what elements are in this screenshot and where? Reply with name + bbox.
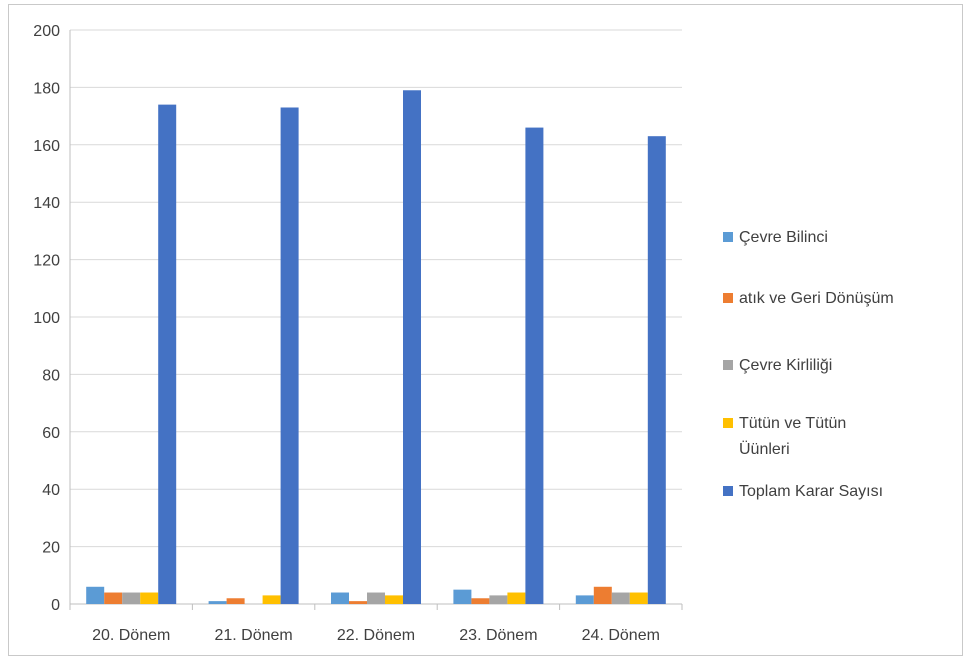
legend-label: Çevre Kirliliği [739,357,832,374]
bar [226,598,245,604]
y-tick-label: 160 [33,138,60,155]
x-tick-label: 20. Dönem [92,627,170,644]
y-tick-label: 100 [33,310,60,327]
x-tick-label: 22. Dönem [337,627,415,644]
y-tick-label: 200 [33,23,60,40]
legend-label: atık ve Geri Dönüşüm [739,290,894,307]
bar [140,592,159,604]
y-tick-label: 140 [33,195,60,212]
bar [262,595,281,604]
bar [385,595,403,604]
legend-swatch [723,232,733,242]
bar [349,601,367,604]
bar [471,598,490,604]
x-tick-label: 23. Dönem [459,627,537,644]
bar [507,592,526,604]
bar [647,136,666,604]
legend-label: Tütün ve Tütün [739,415,846,432]
y-tick-label: 80 [42,367,60,384]
bar [331,592,349,604]
bar [489,595,508,604]
y-tick-label: 120 [33,253,60,270]
y-tick-label: 20 [42,540,60,557]
legend-label: Çevre Bilinci [739,229,828,246]
bar [403,90,421,604]
bar [629,592,648,604]
legend-swatch [723,360,733,370]
bar [208,601,227,604]
bar [453,589,472,604]
bar [593,586,612,604]
bar [280,107,299,605]
legend-label: Toplam Karar Sayısı [739,483,883,500]
bar [367,592,385,604]
legend-swatch [723,293,733,303]
y-tick-label: 0 [51,597,60,614]
bar [575,595,594,604]
bar [611,592,630,604]
legend-swatch [723,486,733,496]
bar [122,592,141,604]
legend-label: Üünleri [739,440,790,458]
y-tick-label: 180 [33,80,60,97]
bar [158,104,177,605]
bar [104,592,123,604]
y-tick-label: 60 [42,425,60,442]
x-tick-label: 24. Dönem [582,627,660,644]
y-tick-label: 40 [42,482,60,499]
legend-swatch [723,418,733,428]
bar [86,586,105,604]
bar [525,127,544,604]
x-tick-label: 21. Dönem [214,627,292,644]
